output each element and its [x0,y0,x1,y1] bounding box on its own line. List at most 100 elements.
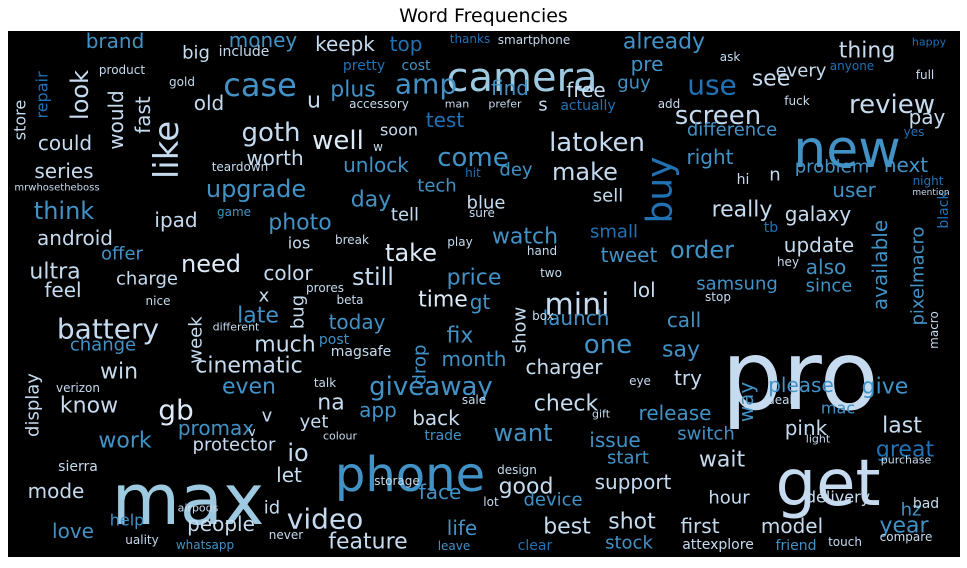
word-back: back [412,406,460,430]
word-delivery: delivery [806,488,870,507]
word-win: win [100,360,138,385]
word-wait: wait [699,448,746,473]
word-talk: talk [314,376,336,390]
word-well: well [312,126,364,156]
word-best: best [543,515,591,540]
word-see: see [752,67,791,92]
word-switch: switch [677,424,734,445]
word-giveaway: giveaway [369,372,493,402]
word-whatsapp: whatsapp [176,538,234,552]
word-order: order [670,236,734,264]
word-hour: hour [708,488,750,509]
word-help: help [110,511,145,530]
word-smartphone: smartphone [498,33,571,47]
word-mode: mode [28,479,85,503]
word-next: next [884,153,928,177]
word-available: available [868,220,892,310]
word-worth: worth [246,146,303,170]
word-take: take [385,239,437,267]
word-pay: pay [909,105,946,129]
word-right: right [687,145,734,169]
word-tb: tb [764,220,778,236]
word-blue: blue [467,193,506,214]
word-buy: buy [640,157,681,224]
word-video: video [287,503,363,536]
word-cloud: promax getnewphonecamerabuycaselikeminiba… [11,32,953,555]
word-deal: deal [767,393,793,407]
word-hz: hz [901,500,922,521]
word-like: like [147,121,187,179]
word-test: test [426,108,465,132]
word-try: try [674,366,702,390]
word-sell: sell [593,186,623,207]
word-nice: nice [146,294,171,308]
word-attexplore: attexplore [682,537,754,553]
word-top: top [390,32,423,56]
word-would: would [104,90,128,150]
word-user: user [832,178,876,202]
word-tech: tech [417,176,456,197]
word-add: add [658,97,681,111]
word-look: look [66,70,94,120]
word-goth: goth [241,118,300,148]
word-gift: gift [592,408,611,421]
word-design: design [497,463,537,477]
word-sure: sure [469,206,495,220]
word-ask: ask [720,50,741,64]
word-face: face [419,480,462,504]
word-promax: promax [178,416,254,440]
word-find: find [491,76,529,100]
word-today: today [329,310,386,334]
word-hit: hit [465,166,481,180]
word-check: check [534,392,599,417]
word-compare: compare [880,530,933,544]
word-screen: screen [675,101,761,131]
word-io: io [287,439,308,467]
word-teardown: teardown [212,160,269,174]
word-game: game [217,205,251,219]
word-even: even [222,375,276,400]
word-ultra: ultra [29,260,80,285]
word-u: u [307,89,321,114]
word-let: let [276,463,302,487]
word-give: give [862,375,909,400]
word-really: really [712,198,773,223]
word-difference: difference [687,120,777,141]
word-time: time [418,288,468,313]
word-fix: fix [447,324,474,349]
word-work: work [98,429,151,454]
word-show: show [510,307,531,354]
word-sierra: sierra [58,459,98,475]
word-phone: phone [335,447,485,503]
word-fast: fast [131,96,155,134]
word-box: box [532,309,554,323]
word-dey: dey [499,160,533,181]
word-verizon: verizon [56,381,100,395]
word-last: last [882,414,922,439]
word-already: already [623,32,705,55]
word-android: android [37,226,113,250]
figure-title: Word Frequencies [399,5,568,27]
word-cinematic: cinematic [195,354,302,379]
word-product: product [99,63,145,77]
word-gb: gb [158,394,194,427]
word-pro: pro [721,320,878,432]
word-cost: cost [401,58,431,74]
word-id: id [264,498,280,519]
word-max: max [112,459,265,541]
word-different: different [213,321,260,334]
word-mac: mac [821,399,855,418]
word-small: small [590,222,638,243]
word-color: color [263,261,313,285]
word-yet: yet [300,412,329,433]
word-storage: storage [374,474,420,488]
word-series: series [34,159,93,183]
word-black: black [936,191,952,229]
word-pre: pre [631,52,664,76]
word-hey: hey [777,255,799,269]
word-upgrade: upgrade [206,175,306,203]
word-touch: touch [828,535,862,549]
word-could: could [38,131,92,155]
word-pink: pink [785,416,828,440]
word-man: man [445,98,469,111]
